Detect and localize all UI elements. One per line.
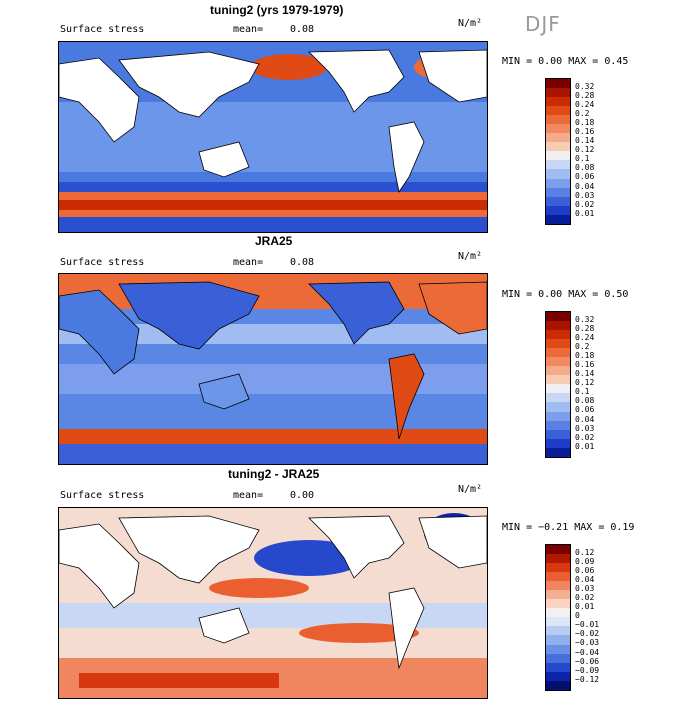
panel-3-map — [58, 507, 488, 699]
panel-2-title: JRA25 — [255, 234, 293, 248]
panel-3-units: N/m² — [458, 484, 483, 495]
cbar-tick: −0.06 — [575, 656, 600, 666]
cbar-tick: 0.06 — [575, 566, 595, 576]
cbar-tick: −0.12 — [575, 674, 600, 684]
cbar-tick: 0.14 — [575, 136, 595, 146]
cbar-tick: 0.06 — [575, 172, 595, 182]
cbar-tick: 0.01 — [575, 441, 595, 451]
panel-1-colorbar-labels: 0.32 0.28 0.24 0.2 0.18 0.16 0.14 0.12 0… — [575, 82, 594, 218]
panel-3-map-svg — [58, 508, 488, 698]
cbar-tick: 0.09 — [575, 557, 595, 567]
panel-1-map — [58, 41, 488, 233]
cbar-tick: 0.12 — [575, 378, 595, 388]
cbar-tick: 0.03 — [575, 423, 595, 433]
panel-1-units: N/m² — [458, 18, 483, 29]
cbar-tick: 0.24 — [575, 333, 595, 343]
cbar-tick: 0.01 — [575, 208, 595, 218]
cbar-tick: 0.02 — [575, 432, 595, 442]
cbar-tick: 0.04 — [575, 575, 595, 585]
cbar-tick: 0.32 — [575, 82, 595, 91]
panel-3-variable: Surface stress — [60, 490, 145, 501]
cbar-tick: 0.18 — [575, 118, 595, 128]
cbar-tick: 0.1 — [575, 154, 590, 164]
panel-3-mean-label: mean= — [233, 490, 264, 501]
panel-1-title: tuning2 (yrs 1979-1979) — [210, 3, 344, 17]
panel-2-map-svg — [58, 274, 488, 464]
panel-2-colorbar — [545, 311, 571, 458]
panel-2-minmax: MIN = 0.00 MAX = 0.50 — [502, 289, 629, 300]
panel-3-colorbar — [545, 544, 571, 691]
cbar-tick: 0.04 — [575, 414, 595, 424]
cbar-tick: 0.02 — [575, 593, 595, 603]
cbar-tick: 0.2 — [575, 109, 590, 119]
cbar-tick: 0.16 — [575, 360, 595, 370]
cbar-tick: −0.03 — [575, 638, 600, 648]
cbar-tick: 0.04 — [575, 181, 595, 191]
panel-2-variable: Surface stress — [60, 257, 145, 268]
cbar-tick: 0.02 — [575, 199, 595, 209]
cbar-tick: 0.12 — [575, 548, 595, 557]
cbar-tick: −0.01 — [575, 620, 600, 630]
cbar-tick: 0.1 — [575, 387, 590, 397]
cbar-tick: 0.18 — [575, 351, 595, 361]
cbar-tick: 0 — [575, 611, 580, 621]
panel-3-colorbar-labels: 0.12 0.09 0.06 0.04 0.03 0.02 0.01 0 −0.… — [575, 548, 599, 684]
cbar-tick: 0.14 — [575, 369, 595, 379]
cbar-tick: −0.09 — [575, 665, 600, 675]
panel-2-map — [58, 273, 488, 465]
panel-2-units: N/m² — [458, 251, 483, 262]
panel-1-map-svg — [58, 42, 488, 232]
panel-3-title: tuning2 - JRA25 — [228, 467, 320, 481]
panel-1-colorbar — [545, 78, 571, 225]
panel-2-colorbar-labels: 0.32 0.28 0.24 0.2 0.18 0.16 0.14 0.12 0… — [575, 315, 594, 451]
cbar-tick: −0.02 — [575, 629, 600, 639]
panel-3-mean-value: 0.00 — [290, 490, 315, 501]
panel-3-minmax: MIN = −0.21 MAX = 0.19 — [502, 522, 635, 533]
cbar-tick: 0.08 — [575, 163, 595, 173]
cbar-tick: 0.16 — [575, 127, 595, 137]
cbar-tick: 0.12 — [575, 145, 595, 155]
panel-1-minmax: MIN = 0.00 MAX = 0.45 — [502, 56, 629, 67]
cbar-tick: 0.28 — [575, 324, 595, 334]
season-label: DJF — [525, 12, 561, 36]
cbar-tick: 0.03 — [575, 190, 595, 200]
cbar-tick: 0.24 — [575, 100, 595, 110]
cbar-tick: 0.28 — [575, 91, 595, 101]
cbar-tick: 0.08 — [575, 396, 595, 406]
cbar-tick: 0.01 — [575, 602, 595, 612]
cbar-tick: 0.03 — [575, 584, 595, 594]
panel-1-mean-value: 0.08 — [290, 24, 315, 35]
cbar-tick: 0.32 — [575, 315, 595, 324]
cbar-tick: −0.04 — [575, 647, 600, 657]
panel-2-mean-value: 0.08 — [290, 257, 315, 268]
panel-2-mean-label: mean= — [233, 257, 264, 268]
cbar-tick: 0.06 — [575, 405, 595, 415]
panel-1-mean-label: mean= — [233, 24, 264, 35]
cbar-tick: 0.2 — [575, 342, 590, 352]
panel-1-variable: Surface stress — [60, 24, 145, 35]
